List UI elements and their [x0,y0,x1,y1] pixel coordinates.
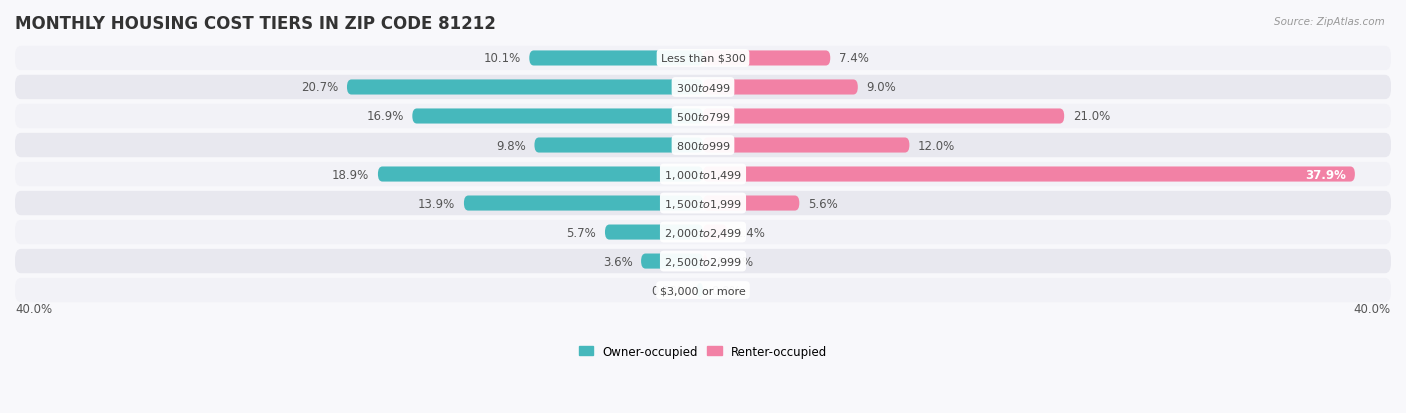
Text: 9.0%: 9.0% [866,81,896,94]
Text: 5.7%: 5.7% [567,226,596,239]
Text: 5.6%: 5.6% [808,197,838,210]
Text: 0.0%: 0.0% [711,284,741,297]
FancyBboxPatch shape [15,133,1391,158]
Text: 3.6%: 3.6% [603,255,633,268]
FancyBboxPatch shape [703,51,831,66]
FancyBboxPatch shape [703,109,1064,124]
FancyBboxPatch shape [605,225,703,240]
Text: 0.38%: 0.38% [651,284,688,297]
Text: 1.4%: 1.4% [735,226,765,239]
Text: 16.9%: 16.9% [367,110,404,123]
FancyBboxPatch shape [703,138,910,153]
Legend: Owner-occupied, Renter-occupied: Owner-occupied, Renter-occupied [574,340,832,363]
Text: $2,000 to $2,499: $2,000 to $2,499 [664,226,742,239]
Text: 21.0%: 21.0% [1073,110,1111,123]
FancyBboxPatch shape [703,196,800,211]
Text: Source: ZipAtlas.com: Source: ZipAtlas.com [1274,17,1385,26]
Text: 0.25%: 0.25% [716,255,754,268]
Text: $1,000 to $1,499: $1,000 to $1,499 [664,168,742,181]
FancyBboxPatch shape [15,76,1391,100]
Text: Less than $300: Less than $300 [661,54,745,64]
Text: MONTHLY HOUSING COST TIERS IN ZIP CODE 81212: MONTHLY HOUSING COST TIERS IN ZIP CODE 8… [15,15,496,33]
FancyBboxPatch shape [703,80,858,95]
Text: 10.1%: 10.1% [484,52,520,65]
FancyBboxPatch shape [15,191,1391,216]
Text: $800 to $999: $800 to $999 [675,140,731,152]
FancyBboxPatch shape [703,167,1355,182]
Text: 18.9%: 18.9% [332,168,370,181]
Text: $500 to $799: $500 to $799 [675,111,731,123]
FancyBboxPatch shape [534,138,703,153]
FancyBboxPatch shape [696,283,703,298]
Text: 40.0%: 40.0% [1354,302,1391,315]
Text: $3,000 or more: $3,000 or more [661,285,745,295]
FancyBboxPatch shape [15,47,1391,71]
Text: 13.9%: 13.9% [418,197,456,210]
FancyBboxPatch shape [15,249,1391,273]
Text: 12.0%: 12.0% [918,139,955,152]
Text: 40.0%: 40.0% [15,302,52,315]
FancyBboxPatch shape [15,104,1391,129]
Text: $300 to $499: $300 to $499 [675,82,731,94]
FancyBboxPatch shape [703,225,727,240]
FancyBboxPatch shape [529,51,703,66]
Text: 7.4%: 7.4% [839,52,869,65]
FancyBboxPatch shape [15,278,1391,303]
Text: 9.8%: 9.8% [496,139,526,152]
FancyBboxPatch shape [464,196,703,211]
Text: $2,500 to $2,999: $2,500 to $2,999 [664,255,742,268]
FancyBboxPatch shape [378,167,703,182]
FancyBboxPatch shape [703,254,707,269]
FancyBboxPatch shape [347,80,703,95]
Text: 37.9%: 37.9% [1305,168,1347,181]
FancyBboxPatch shape [15,220,1391,244]
FancyBboxPatch shape [412,109,703,124]
Text: $1,500 to $1,999: $1,500 to $1,999 [664,197,742,210]
Text: 20.7%: 20.7% [301,81,339,94]
FancyBboxPatch shape [15,162,1391,187]
FancyBboxPatch shape [641,254,703,269]
